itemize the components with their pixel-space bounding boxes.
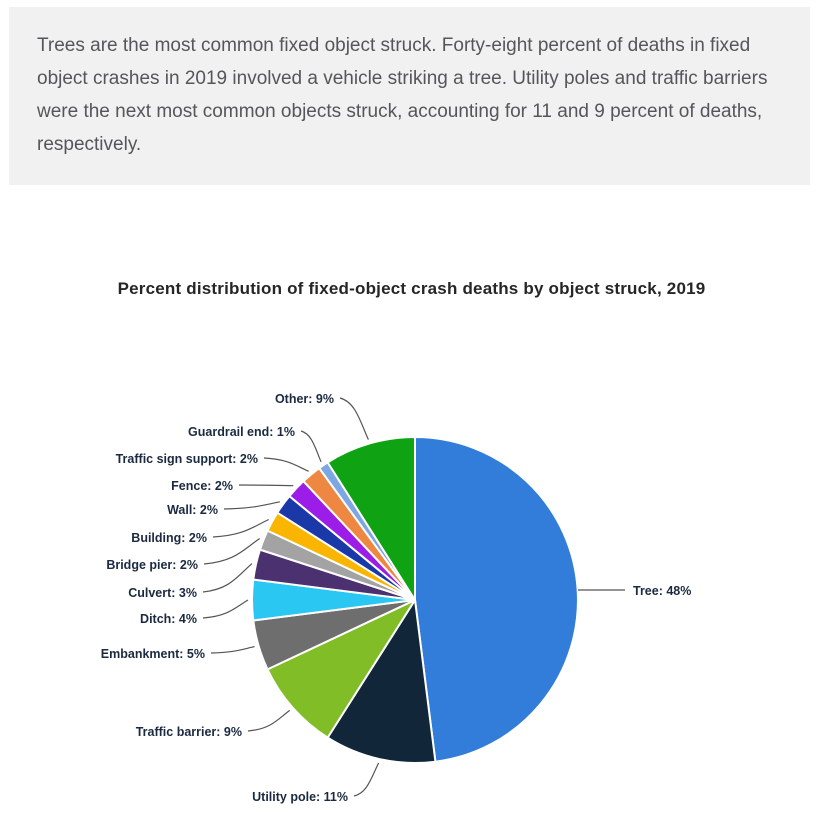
leader-line-embankment [210,646,255,654]
leader-line-wall [223,501,281,510]
leader-line-ditch [202,599,249,619]
pie-slice-tree [414,436,579,763]
slice-label-building: Building: 2% [131,531,207,545]
leader-line-bridge-pier [203,538,261,565]
leader-line-culvert [202,563,253,593]
leader-line-fence [238,484,294,487]
leader-line-other [339,397,369,440]
slice-label-ditch: Ditch: 4% [140,612,197,626]
slice-label-guardrail-end: Guardrail end: 1% [188,425,295,439]
slice-label-culvert: Culvert: 3% [128,586,197,600]
leader-line-utility-pole [353,762,380,797]
pie-slice-traffic-barrier [266,599,416,739]
slice-label-fence: Fence: 2% [171,479,233,493]
chart-title: Percent distribution of fixed-object cra… [117,279,706,298]
pie-slice-utility-pole [326,599,437,764]
slice-label-other: Other: 9% [275,392,334,406]
leader-line-building [212,518,269,538]
slice-label-traffic-barrier: Traffic barrier: 9% [136,725,242,739]
slice-label-traffic-sign-support: Traffic sign support: 2% [116,452,258,466]
slice-label-wall: Wall: 2% [167,503,218,517]
intro-text: Trees are the most common fixed object s… [37,35,768,155]
slice-label-tree: Tree: 48% [633,584,691,598]
leader-line-traffic-sign-support [263,457,309,472]
leader-line-guardrail-end [300,430,322,463]
leader-line-traffic-barrier [247,709,291,732]
slice-label-utility-pole: Utility pole: 11% [252,790,348,804]
slice-label-embankment: Embankment: 5% [101,647,205,661]
intro-callout: Trees are the most common fixed object s… [9,7,810,185]
slice-label-bridge-pier: Bridge pier: 2% [106,558,198,572]
pie-slice-other [326,436,416,601]
